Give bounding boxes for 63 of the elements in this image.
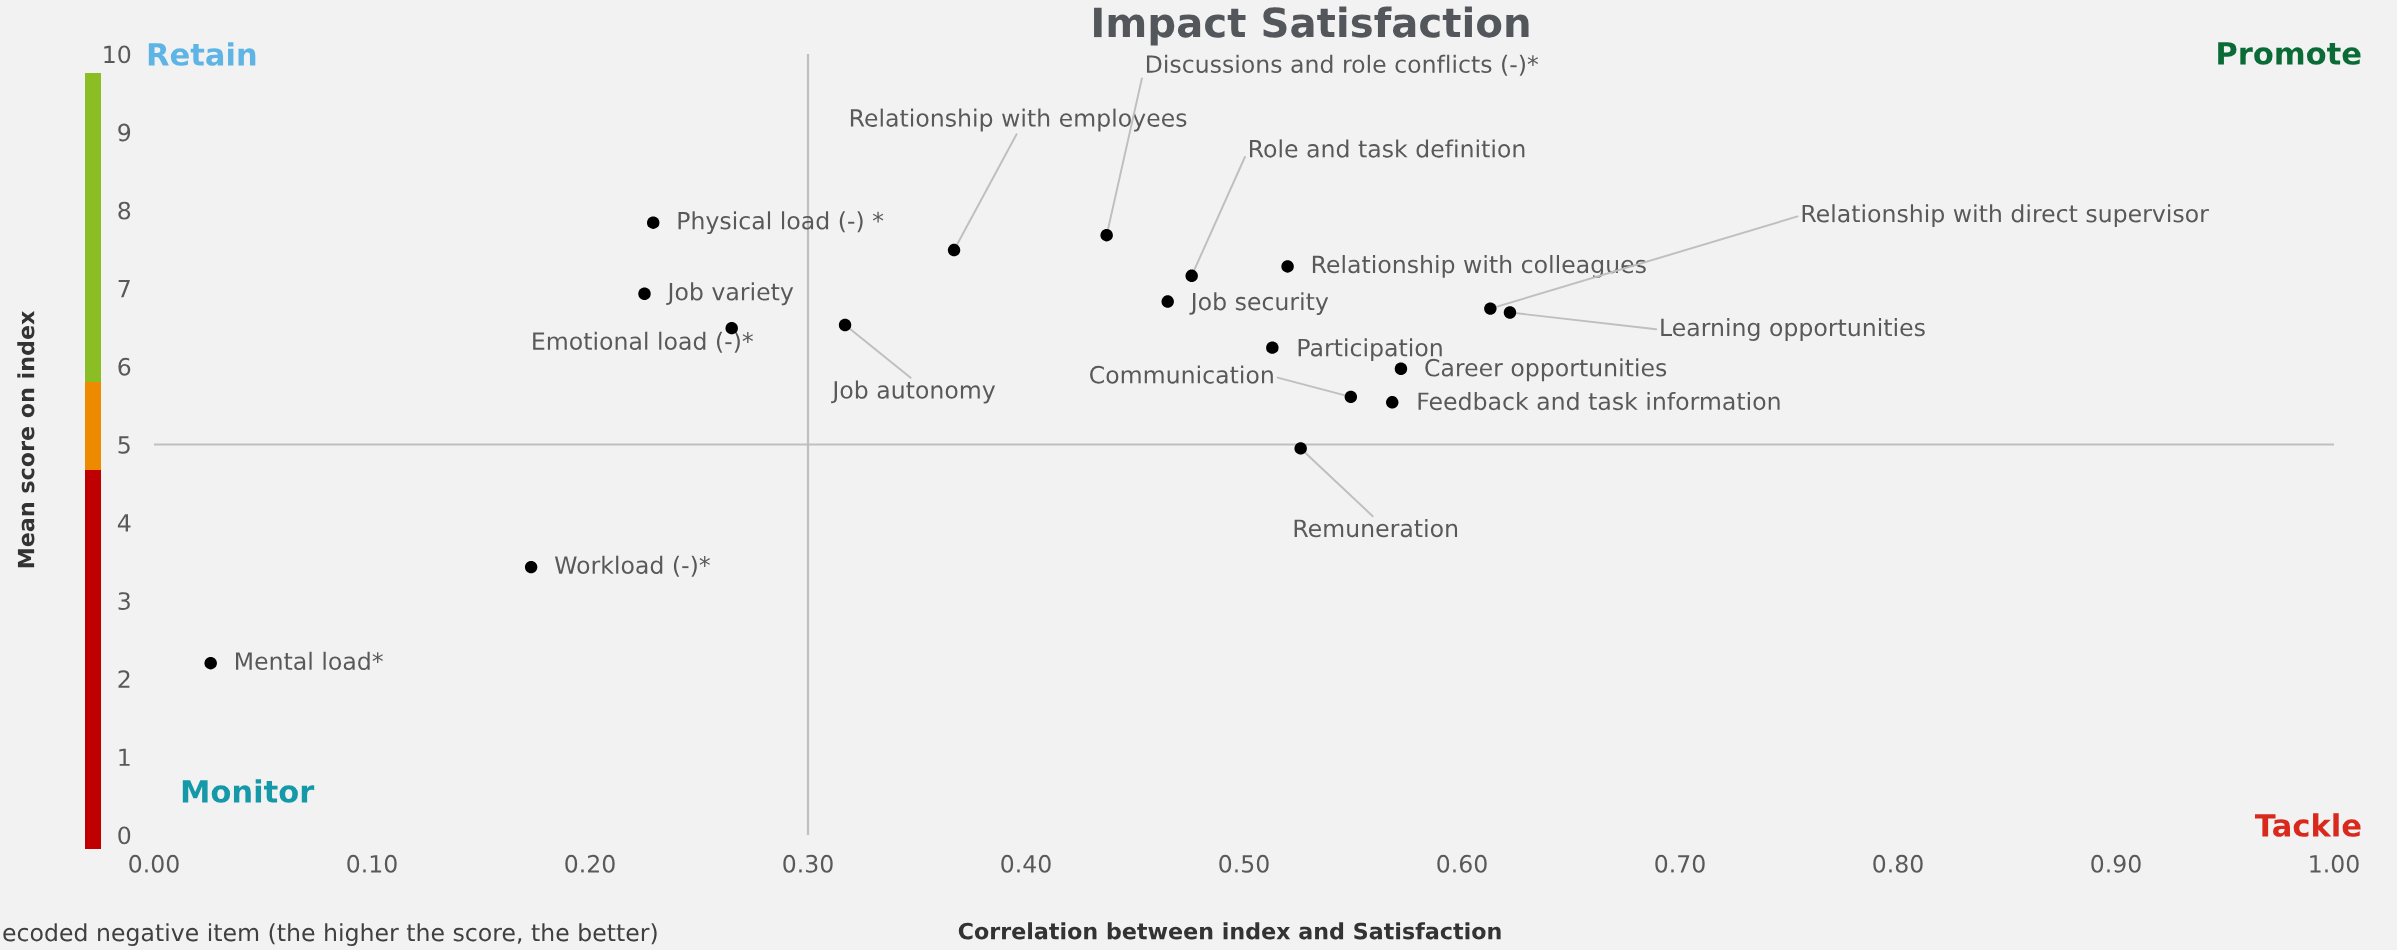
annotation: Learning opportunities bbox=[1661, 318, 1925, 341]
annotation: Mental load* bbox=[236, 651, 383, 671]
y-tick-label: 4 bbox=[117, 514, 131, 532]
x-axis-title: Correlation between index and Satisfaction bbox=[958, 922, 1501, 940]
point bbox=[1185, 269, 1198, 283]
annotation: Physical load (-) * bbox=[678, 211, 884, 235]
y-tick-label: 10 bbox=[104, 45, 131, 64]
annotation: Monitor bbox=[182, 779, 315, 803]
y-tick-label: 2 bbox=[118, 670, 130, 688]
point bbox=[838, 318, 852, 332]
text: ecoded negative item (the higher the score, the better) bbox=[3, 923, 657, 946]
x-tick-label: 0.60 bbox=[1437, 854, 1487, 873]
y-tick-label: 8 bbox=[118, 201, 131, 220]
chart-title: Impact Satisfaction bbox=[1094, 6, 1529, 46]
point bbox=[1344, 390, 1358, 404]
point bbox=[1100, 228, 1113, 242]
point bbox=[1266, 341, 1279, 354]
annotation: Job variety bbox=[666, 282, 794, 306]
annotation: Relationship with employees bbox=[850, 108, 1187, 132]
x-tick-label: 0.50 bbox=[1219, 854, 1269, 873]
annotation: Role and task definition bbox=[1250, 139, 1525, 158]
point bbox=[947, 243, 961, 257]
annotation: Remuneration bbox=[1294, 518, 1458, 538]
point bbox=[1503, 306, 1517, 319]
point bbox=[524, 560, 538, 574]
y-tick-label: 5 bbox=[118, 436, 130, 454]
x-tick-label: 0.40 bbox=[1001, 854, 1051, 873]
annotation: Retain bbox=[148, 42, 256, 66]
x-tick-label: 0.90 bbox=[2091, 854, 2141, 873]
point bbox=[1484, 302, 1497, 315]
y-tick-label: 6 bbox=[118, 357, 131, 376]
annotation: Emotional load (-)* bbox=[533, 331, 753, 353]
annotation: Relationship with colleagues bbox=[1312, 255, 1646, 278]
x-tick-label: 0.00 bbox=[129, 854, 179, 873]
annotation: Discussions and role conflicts (-)* bbox=[1146, 54, 1539, 76]
annotation: Communication bbox=[1090, 365, 1273, 384]
x-tick-label: 0.30 bbox=[783, 854, 833, 873]
x-tick-label: 0.70 bbox=[1655, 854, 1705, 873]
point bbox=[204, 656, 217, 670]
point bbox=[647, 216, 660, 229]
annotation: Tackle bbox=[2254, 813, 2361, 837]
y-tick-label: 0 bbox=[118, 826, 131, 845]
y-tick-label: 9 bbox=[118, 123, 131, 142]
annotation: Relationship with direct supervisor bbox=[1802, 204, 2209, 228]
annotation: Job autonomy bbox=[831, 380, 996, 404]
x-tick-label: 0.20 bbox=[565, 854, 615, 873]
x-tick-label: 0.80 bbox=[1873, 854, 1923, 873]
point bbox=[1161, 295, 1174, 308]
annotation: Workload (-)* bbox=[554, 555, 710, 577]
point bbox=[1294, 442, 1307, 455]
point bbox=[638, 287, 651, 300]
y-tick-label: 1 bbox=[119, 748, 130, 766]
point bbox=[1386, 396, 1399, 409]
y-tick-label: 3 bbox=[118, 592, 130, 611]
annotation: Feedback and task information bbox=[1418, 391, 1780, 411]
annotation: Job security bbox=[1189, 292, 1329, 315]
point bbox=[1281, 260, 1294, 273]
y-axis-title: Mean score on index bbox=[17, 310, 35, 568]
annotation: Promote bbox=[2218, 42, 2361, 65]
x-tick-label: 0.10 bbox=[347, 854, 397, 873]
point bbox=[1394, 362, 1408, 375]
y-tick-label: 7 bbox=[118, 280, 130, 298]
x-tick-label: 1.00 bbox=[2310, 854, 2359, 873]
